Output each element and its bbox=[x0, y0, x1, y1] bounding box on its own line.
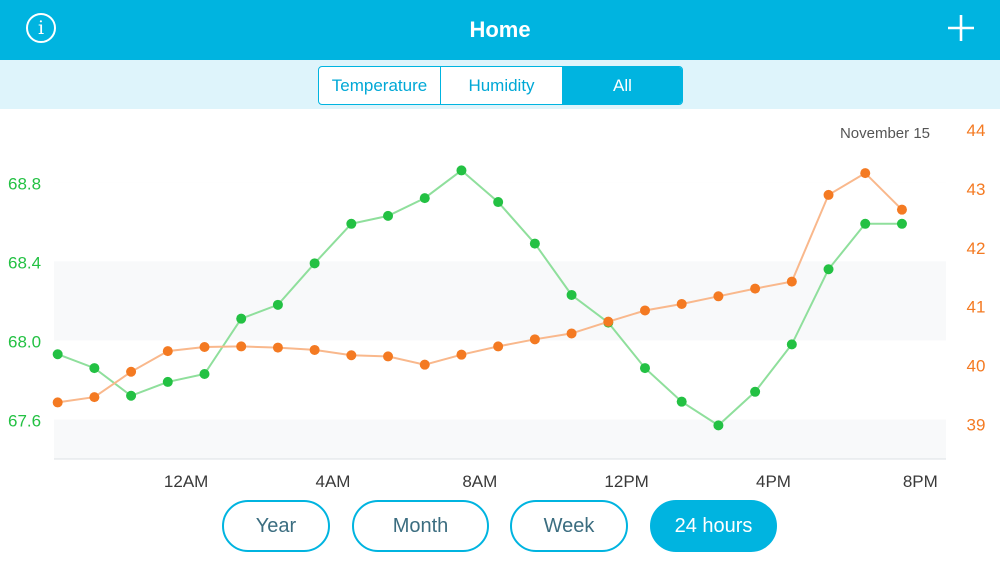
data-point bbox=[566, 289, 577, 300]
data-point bbox=[52, 349, 63, 360]
data-point bbox=[529, 238, 540, 249]
data-point bbox=[419, 359, 430, 370]
grid-band bbox=[54, 340, 946, 420]
metric-selector: Temperature Humidity All bbox=[318, 66, 683, 105]
tab-temperature[interactable]: Temperature bbox=[331, 75, 428, 95]
data-point bbox=[309, 344, 320, 355]
left-axis-tick-label: 68.4 bbox=[8, 253, 41, 272]
data-point bbox=[199, 369, 210, 380]
left-axis-tick-label: 68.8 bbox=[8, 174, 41, 193]
data-point bbox=[896, 204, 907, 215]
data-point bbox=[676, 396, 687, 407]
data-point bbox=[860, 168, 871, 179]
data-point bbox=[89, 363, 100, 374]
data-point bbox=[750, 283, 761, 294]
add-icon[interactable] bbox=[945, 12, 977, 44]
right-axis-tick-label: 41 bbox=[967, 298, 986, 317]
data-point bbox=[456, 165, 467, 176]
grid-band bbox=[54, 109, 946, 183]
line-chart: November 15 67.6 68.0 68.4 68.8 39 40 41 42 43 44 1… bbox=[8, 109, 986, 491]
right-axis-tick-label: 39 bbox=[967, 416, 986, 435]
data-point bbox=[52, 397, 63, 408]
right-axis-tick-label: 43 bbox=[967, 180, 986, 199]
data-point bbox=[676, 298, 687, 309]
data-point bbox=[236, 341, 247, 352]
data-point bbox=[419, 193, 430, 204]
data-point bbox=[309, 258, 320, 269]
data-point bbox=[383, 210, 394, 221]
data-point bbox=[346, 350, 357, 361]
data-point bbox=[786, 339, 797, 350]
data-point bbox=[272, 299, 283, 310]
range-week-button[interactable]: Week bbox=[510, 500, 628, 552]
data-point bbox=[896, 218, 907, 229]
tab-humidity[interactable]: Humidity bbox=[440, 67, 562, 104]
data-point bbox=[89, 392, 100, 403]
data-point bbox=[346, 218, 357, 229]
right-axis-tick-label: 44 bbox=[967, 121, 986, 140]
data-point bbox=[823, 264, 834, 275]
data-point bbox=[713, 291, 724, 302]
data-point bbox=[786, 276, 797, 287]
x-axis-tick-label: 8AM bbox=[462, 472, 497, 491]
data-point bbox=[383, 351, 394, 362]
x-axis-tick-label: 4PM bbox=[756, 472, 791, 491]
data-point bbox=[456, 349, 467, 360]
data-point bbox=[823, 189, 834, 200]
series-line bbox=[57, 171, 903, 404]
data-point bbox=[493, 341, 504, 352]
grid-band bbox=[54, 182, 946, 262]
page-title: Home bbox=[469, 17, 531, 42]
data-point bbox=[199, 342, 210, 352]
series-line bbox=[57, 169, 902, 427]
chart-date-label: November 15 bbox=[840, 125, 930, 142]
range-year-button[interactable]: Year bbox=[222, 500, 330, 552]
range-24-hours-button[interactable]: 24 hours bbox=[650, 500, 777, 552]
x-axis-tick-label: 12AM bbox=[164, 472, 208, 491]
data-point bbox=[713, 420, 724, 431]
left-axis-tick-label: 67.6 bbox=[8, 411, 41, 430]
data-point bbox=[603, 316, 614, 327]
data-point bbox=[639, 363, 650, 374]
data-point bbox=[529, 334, 540, 345]
data-point bbox=[493, 197, 504, 208]
x-axis-tick-label: 4AM bbox=[315, 472, 350, 491]
left-axis-tick-label: 68.0 bbox=[8, 332, 41, 351]
data-point bbox=[126, 390, 137, 401]
data-point bbox=[162, 376, 173, 387]
data-point bbox=[566, 328, 577, 339]
range-month-button[interactable]: Month bbox=[352, 500, 489, 552]
data-point bbox=[162, 346, 173, 357]
data-point bbox=[272, 342, 283, 353]
data-point bbox=[860, 218, 871, 229]
top-bar bbox=[0, 0, 1000, 60]
data-point bbox=[750, 386, 761, 397]
tab-all[interactable]: All bbox=[562, 67, 682, 104]
data-point bbox=[236, 313, 247, 324]
data-point bbox=[126, 366, 137, 377]
x-axis-tick-label: 12PM bbox=[604, 472, 648, 491]
x-axis-tick-label: 8PM bbox=[903, 472, 938, 491]
right-axis-tick-label: 42 bbox=[967, 239, 986, 258]
right-axis-tick-label: 40 bbox=[967, 357, 986, 376]
info-icon[interactable]: i bbox=[26, 13, 56, 43]
data-point bbox=[639, 305, 650, 316]
